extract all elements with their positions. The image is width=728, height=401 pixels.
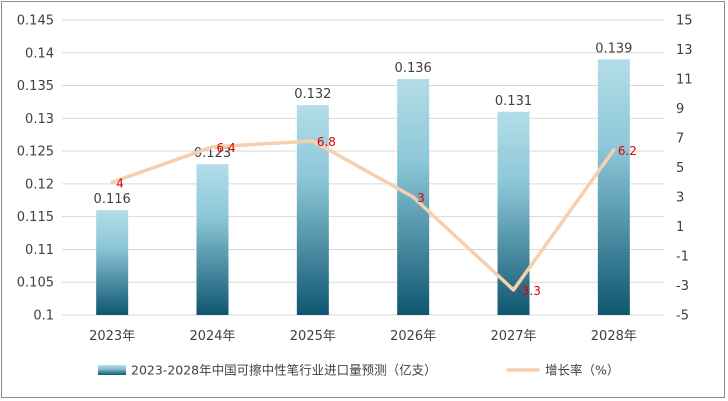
legend: 2023-2028年中国可擦中性笔行业进口量预测（亿支） 增长率（%） bbox=[98, 363, 619, 378]
left-tick-label: 0.145 bbox=[17, 14, 54, 29]
rate-value-label: -3.3 bbox=[518, 284, 541, 298]
right-tick-label: 7 bbox=[676, 132, 684, 147]
bar-value-label: 0.132 bbox=[294, 87, 331, 102]
right-tick-label: 15 bbox=[676, 14, 693, 29]
legend-line-label: 增长率（%） bbox=[545, 363, 619, 378]
bar bbox=[96, 210, 129, 315]
legend-bar-label: 2023-2028年中国可擦中性笔行业进口量预测（亿支） bbox=[131, 363, 437, 378]
right-tick-label: 1 bbox=[676, 220, 684, 235]
left-tick-label: 0.135 bbox=[17, 79, 54, 94]
right-tick-label: 11 bbox=[676, 73, 693, 88]
category-label: 2027年 bbox=[490, 329, 536, 344]
left-tick-label: 0.14 bbox=[25, 46, 54, 61]
rate-point bbox=[512, 288, 515, 292]
bar-value-label: 0.139 bbox=[595, 41, 632, 56]
legend-bar-swatch bbox=[98, 365, 126, 375]
bar-value-label: 0.116 bbox=[94, 192, 131, 207]
right-tick-label: -3 bbox=[676, 279, 689, 294]
rate-point bbox=[411, 195, 415, 199]
rate-value-label: 4 bbox=[116, 176, 124, 190]
rate-point bbox=[110, 180, 114, 184]
left-tick-label: 0.125 bbox=[17, 145, 54, 160]
right-tick-label: 9 bbox=[676, 102, 684, 117]
rate-series: 4 6.4 6.8 3 -3.3 6.2 bbox=[110, 135, 637, 298]
right-tick-label: -5 bbox=[676, 309, 689, 324]
left-tick-label: 0.115 bbox=[17, 210, 54, 225]
right-tick-label: 13 bbox=[676, 43, 693, 58]
left-tick-label: 0.13 bbox=[25, 112, 54, 127]
bar-value-label: 0.131 bbox=[495, 94, 532, 109]
rate-point bbox=[612, 148, 616, 152]
rate-value-label: 6.2 bbox=[618, 144, 637, 158]
rate-point bbox=[311, 139, 315, 143]
left-tick-label: 0.11 bbox=[25, 243, 54, 258]
category-label: 2023年 bbox=[89, 329, 135, 344]
rate-line bbox=[110, 139, 616, 292]
category-label: 2028年 bbox=[591, 329, 637, 344]
bar bbox=[597, 59, 630, 316]
rate-value-label: 3 bbox=[417, 191, 425, 205]
left-tick-label: 0.12 bbox=[25, 177, 54, 192]
right-tick-label: 5 bbox=[676, 161, 684, 176]
left-tick-label: 0.105 bbox=[17, 276, 54, 291]
bar-value-label: 0.136 bbox=[395, 61, 432, 76]
category-label: 2025年 bbox=[290, 329, 336, 344]
category-label: 2024年 bbox=[189, 329, 235, 344]
rate-value-label: 6.4 bbox=[217, 141, 236, 155]
right-tick-label: -1 bbox=[676, 250, 689, 265]
x-axis: 2023年 2024年 2025年 2026年 2027年 2028年 bbox=[89, 329, 637, 344]
left-axis: 0.1 0.105 0.11 0.115 0.12 0.125 0.13 0.135 0.14 0… bbox=[17, 14, 54, 324]
right-tick-label: 3 bbox=[676, 191, 684, 206]
gridlines bbox=[62, 19, 664, 316]
rate-point bbox=[211, 145, 214, 149]
category-label: 2026年 bbox=[390, 329, 436, 344]
rate-value-label: 6.8 bbox=[317, 135, 336, 149]
bar bbox=[196, 164, 229, 315]
left-tick-label: 0.1 bbox=[33, 309, 54, 324]
